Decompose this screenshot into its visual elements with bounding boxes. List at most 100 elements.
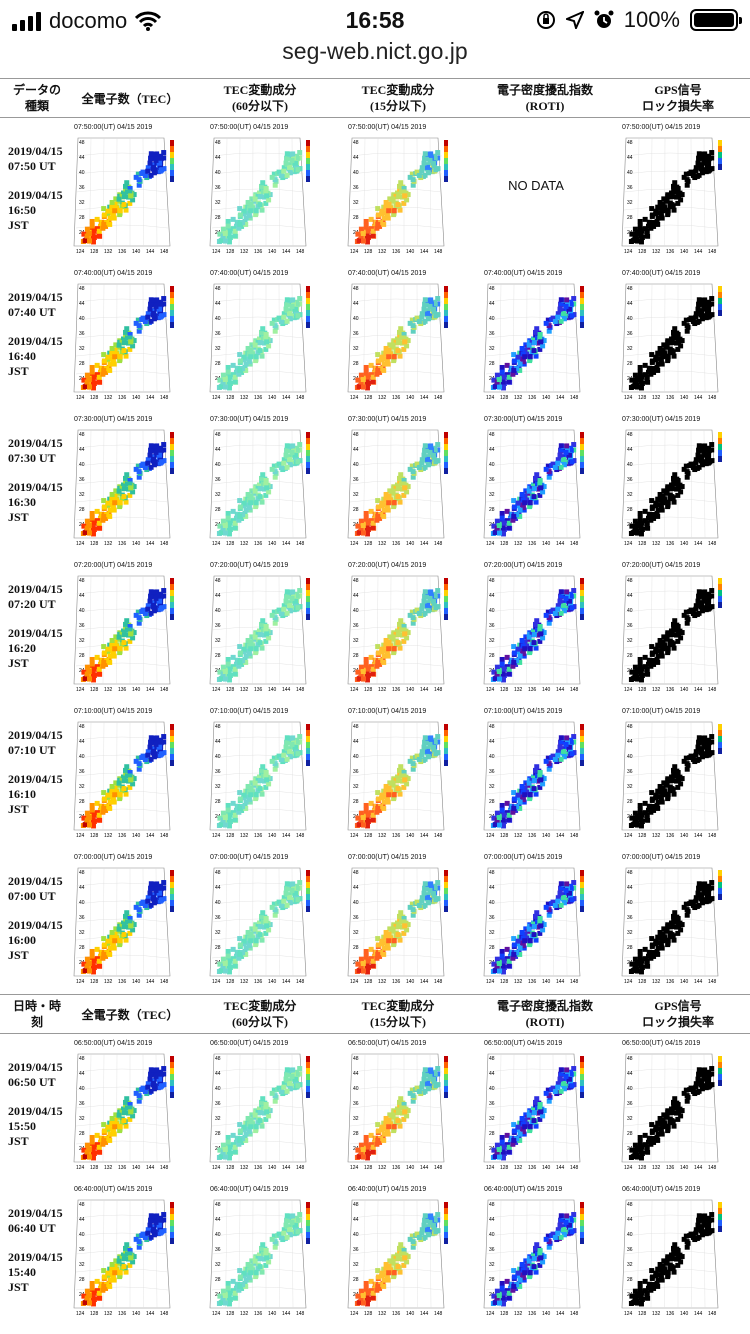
map-cell: [644, 958, 650, 964]
tec60-map[interactable]: 07:20:00(UT) 04/15 201948444036322824124…: [206, 562, 318, 696]
lon-label: 148: [570, 979, 579, 985]
lat-label: 48: [489, 432, 495, 438]
map-cell: [370, 524, 376, 530]
colorbar-segment: [170, 882, 174, 888]
map-cell: [638, 677, 644, 683]
lol-map[interactable]: 07:30:00(UT) 04/15 201948444036322824124…: [618, 416, 730, 550]
tec60-map[interactable]: 07:00:00(UT) 04/15 201948444036322824124…: [206, 854, 318, 988]
roti-map[interactable]: 07:00:00(UT) 04/15 201948444036322824124…: [480, 854, 592, 988]
map-cell: [425, 316, 431, 322]
map-cell: [375, 367, 381, 373]
orientation-lock-icon: [536, 11, 555, 29]
tec60-map[interactable]: 07:50:00(UT) 04/15 201948444036322824124…: [206, 124, 318, 258]
map-timestamp: 07:10:00(UT) 04/15 2019: [622, 708, 701, 715]
map-cell: [355, 815, 361, 821]
lat-label: 40: [79, 608, 85, 614]
map-cell: [629, 961, 635, 967]
tec-map[interactable]: 07:10:00(UT) 04/15 201948444036322824124…: [70, 708, 182, 842]
lol-map[interactable]: 07:10:00(UT) 04/15 201948444036322824124…: [618, 708, 730, 842]
map-cell: [561, 900, 567, 906]
map-cell: [564, 881, 570, 887]
map-cell: [230, 654, 236, 660]
roti-map[interactable]: 07:40:00(UT) 04/15 201948444036322824124…: [480, 270, 592, 404]
url-bar[interactable]: seg-web.nict.go.jp: [0, 38, 750, 74]
colorbar-segment: [718, 870, 722, 876]
lon-label: 128: [638, 541, 647, 547]
lol-map-image: 48444036322824124128132136140144148: [621, 867, 722, 985]
map-cell: [130, 781, 136, 787]
tec15-map[interactable]: 07:00:00(UT) 04/15 201948444036322824124…: [344, 854, 456, 988]
lon-label: 144: [282, 249, 291, 255]
map-cell: [370, 962, 376, 968]
lon-label: 136: [528, 687, 537, 693]
lon-label: 132: [240, 395, 249, 401]
map-cell: [706, 737, 712, 743]
map-cell: [266, 489, 272, 495]
map-cell: [370, 812, 376, 818]
roti-map[interactable]: 07:10:00(UT) 04/15 201948444036322824124…: [480, 708, 592, 842]
lol-map[interactable]: 07:40:00(UT) 04/15 201948444036322824124…: [618, 270, 730, 404]
tec15-map[interactable]: 07:10:00(UT) 04/15 201948444036322824124…: [344, 708, 456, 842]
map-cell: [259, 499, 265, 505]
tec-map[interactable]: 07:30:00(UT) 04/15 201948444036322824124…: [70, 416, 182, 550]
lat-label: 32: [353, 492, 359, 498]
map-cell: [555, 895, 561, 901]
map-cell: [257, 202, 263, 208]
colorbar-segment: [580, 724, 584, 730]
lol-map[interactable]: 07:20:00(UT) 04/15 201948444036322824124…: [618, 562, 730, 696]
map-cell: [632, 525, 638, 531]
map-cell: [671, 499, 677, 505]
lat-label: 44: [353, 739, 359, 745]
colorbar-segment: [580, 870, 584, 876]
tec60-map[interactable]: 07:10:00(UT) 04/15 201948444036322824124…: [206, 708, 318, 842]
roti-map[interactable]: 07:20:00(UT) 04/15 201948444036322824124…: [480, 562, 592, 696]
map-cell: [87, 822, 93, 828]
tec-map[interactable]: 07:00:00(UT) 04/15 201948444036322824124…: [70, 854, 182, 988]
map-cell: [425, 170, 431, 176]
lol-map[interactable]: 07:50:00(UT) 04/15 201948444036322824124…: [618, 124, 730, 258]
map-cell: [520, 505, 526, 511]
map-cell: [232, 666, 238, 672]
map-cell: [101, 504, 107, 510]
map-cell: [520, 789, 526, 795]
tec15-map[interactable]: 07:30:00(UT) 04/15 201948444036322824124…: [344, 416, 456, 550]
map-cell: [121, 340, 127, 346]
map-cell: [566, 598, 572, 604]
map-cell: [91, 520, 97, 526]
map-cell: [409, 755, 415, 761]
lon-label: 128: [500, 541, 509, 547]
map-cell: [497, 822, 503, 828]
map-cell: [281, 895, 287, 901]
map-cell: [557, 452, 563, 458]
map-cell: [435, 442, 441, 448]
map-timestamp: 07:50:00(UT) 04/15 2019: [348, 124, 427, 131]
tec-map[interactable]: 07:40:00(UT) 04/15 201948444036322824124…: [70, 270, 182, 404]
map-cell: [419, 895, 425, 901]
lol-map-image: 48444036322824124128132136140144148: [621, 429, 722, 547]
tec15-map[interactable]: 07:40:00(UT) 04/15 201948444036322824124…: [344, 270, 456, 404]
map-cell: [241, 208, 247, 214]
map-cell: [664, 926, 670, 932]
tec15-map[interactable]: 07:20:00(UT) 04/15 201948444036322824124…: [344, 562, 456, 696]
map-cell: [699, 754, 705, 760]
tec-map[interactable]: 07:20:00(UT) 04/15 201948444036322824124…: [70, 562, 182, 696]
lon-label: 140: [132, 687, 141, 693]
map-cell: [537, 332, 543, 338]
tec15-map[interactable]: 07:50:00(UT) 04/15 201948444036322824124…: [344, 124, 456, 258]
tec-map[interactable]: 07:50:00(UT) 04/15 201948444036322824124…: [70, 124, 182, 258]
map-cell: [555, 749, 561, 755]
map-cell: [658, 213, 664, 219]
map-cell: [632, 233, 638, 239]
roti-map[interactable]: 07:30:00(UT) 04/15 201948444036322824124…: [480, 416, 592, 550]
map-cell: [290, 735, 296, 741]
map-cell: [427, 449, 433, 455]
tec60-map[interactable]: 07:30:00(UT) 04/15 201948444036322824124…: [206, 416, 318, 550]
map-cell: [494, 525, 500, 531]
lol-map[interactable]: 07:00:00(UT) 04/15 201948444036322824124…: [618, 854, 730, 988]
map-cell: [569, 897, 575, 903]
map-cell: [655, 513, 661, 519]
map-cell: [272, 474, 278, 480]
map-cell: [391, 938, 397, 944]
tec60-map[interactable]: 07:40:00(UT) 04/15 201948444036322824124…: [206, 270, 318, 404]
tec-map[interactable]: 06:50:00(UT) 04/15 201948444036322824124…: [70, 1040, 182, 1174]
